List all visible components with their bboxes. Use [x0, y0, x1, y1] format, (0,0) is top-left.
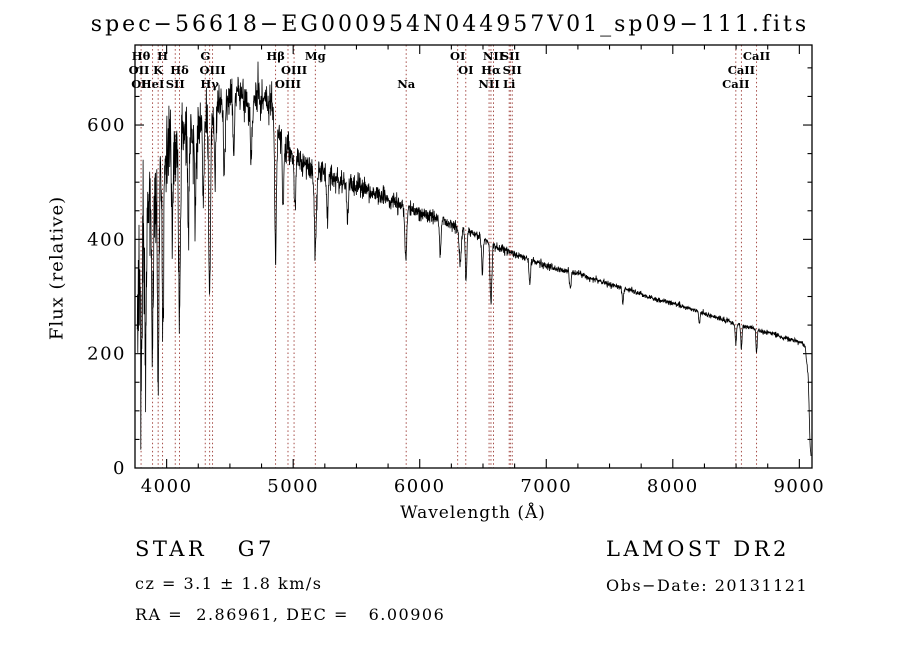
- x-tick-label: 5000: [267, 476, 319, 497]
- spectral-line-label: SII: [501, 49, 520, 63]
- spectral-line-label: OI: [458, 63, 473, 77]
- spectral-line-label: G: [200, 49, 210, 63]
- spectral-line-label: SII: [166, 77, 185, 91]
- classification-label: STAR G7: [135, 537, 275, 561]
- survey-label: LAMOST DR2: [606, 537, 790, 561]
- y-axis-label: Flux (relative): [46, 195, 68, 341]
- y-tick-label: 400: [87, 229, 126, 250]
- x-tick-label: 9000: [773, 476, 825, 497]
- x-tick-label: 7000: [520, 476, 572, 497]
- spectral-line-label: CaII: [743, 49, 770, 63]
- spectrum-path: [136, 61, 812, 457]
- spectral-line-label: CaII: [722, 77, 749, 91]
- plot-frame: [134, 44, 813, 469]
- x-tick-label: 4000: [141, 476, 193, 497]
- spectral-line-label: CaII: [728, 63, 755, 77]
- spectral-line-label: SII: [503, 63, 522, 77]
- y-tick-label: 0: [113, 458, 126, 479]
- spectral-line-label: Mg: [305, 49, 326, 63]
- spectral-line-label: Hδ: [170, 63, 189, 77]
- spectral-line-label: Li: [503, 77, 516, 91]
- x-axis-label: Wavelength (Å): [400, 503, 546, 523]
- spectral-line-label: HeI: [141, 77, 165, 91]
- spectral-line-label: OIII: [275, 77, 301, 91]
- y-tick-label: 600: [87, 115, 126, 136]
- y-tick-label: 200: [87, 344, 126, 365]
- x-tick-label: 8000: [647, 476, 699, 497]
- spectral-line-label: Hθ: [132, 49, 151, 63]
- ra-dec-value: RA = 2.86961, DEC = 6.00906: [135, 605, 446, 624]
- spectral-line-label: OIII: [199, 63, 225, 77]
- x-tick-label: 6000: [394, 476, 446, 497]
- spectral-line-label: NII: [483, 49, 504, 63]
- obs-date: Obs−Date: 20131121: [606, 576, 809, 595]
- spectral-line-label: Hγ: [200, 77, 219, 91]
- spectral-line-label: OIII: [281, 63, 307, 77]
- spectral-line-label: H: [157, 49, 168, 63]
- spectral-line-label: Hβ: [266, 49, 285, 63]
- spectral-line-label: K: [153, 63, 164, 77]
- spectral-line-label: Hα: [481, 63, 501, 77]
- chart-title: spec−56618−EG000954N044957V01_sp09−111.f…: [90, 12, 810, 37]
- cz-value: cz = 3.1 ± 1.8 km/s: [135, 574, 323, 593]
- spectral-line-label: NII: [478, 77, 499, 91]
- spectral-line-label: Na: [397, 77, 416, 91]
- spectral-line-label: OII: [129, 63, 150, 77]
- spectral-line-label: OI: [450, 49, 465, 63]
